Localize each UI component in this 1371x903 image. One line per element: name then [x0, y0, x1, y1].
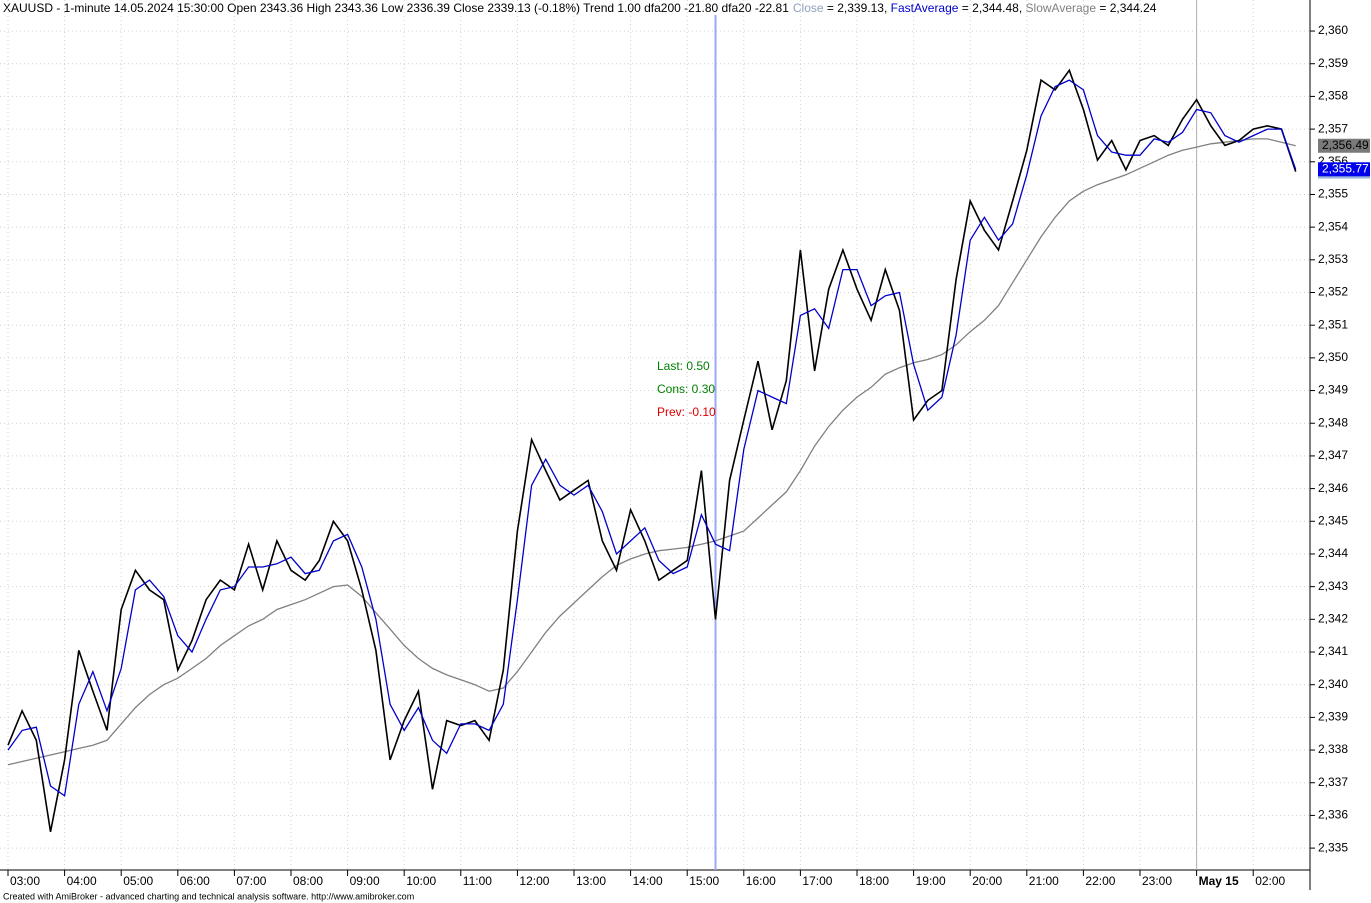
y-tick-label: 2,338 [1318, 742, 1348, 756]
x-tick-label: 16:00 [746, 874, 776, 888]
x-tick-label: 10:00 [406, 874, 436, 888]
series-line [7, 79, 1297, 797]
y-tick-label: 2,335 [1318, 840, 1348, 854]
y-tick-label: 2,341 [1318, 644, 1348, 658]
y-tick-label: 2,360 [1318, 23, 1348, 37]
x-tick-label: 11:00 [463, 874, 492, 888]
y-tick-label: 2,339 [1318, 710, 1348, 724]
x-tick-label: 07:00 [236, 874, 266, 888]
x-tick-label: 13:00 [576, 874, 606, 888]
y-tick-label: 2,345 [1318, 513, 1348, 527]
annotation: Cons: 0.30 [657, 382, 715, 396]
x-tick-label: 14:00 [633, 874, 663, 888]
y-tick-label: 2,340 [1318, 677, 1348, 691]
x-tick-label: 09:00 [350, 874, 380, 888]
y-tick-label: 2,336 [1318, 808, 1348, 822]
footer: Created with AmiBroker - advanced charti… [3, 891, 414, 901]
y-tick-label: 2,354 [1318, 219, 1348, 233]
y-tick-label: 2,352 [1318, 285, 1348, 299]
y-tick-label: 2,353 [1318, 252, 1348, 266]
y-tick-label: 2,344 [1318, 546, 1348, 560]
y-tick-label: 2,337 [1318, 775, 1348, 789]
y-tick-label: 2,347 [1318, 448, 1348, 462]
x-tick-label: 23:00 [1142, 874, 1172, 888]
y-tick-label: 2,342 [1318, 611, 1348, 625]
x-tick-label: 18:00 [859, 874, 889, 888]
x-tick-label: 05:00 [123, 874, 153, 888]
series-line [7, 68, 1297, 832]
y-tick-label: 2,346 [1318, 481, 1348, 495]
x-tick-label: 02:00 [1255, 874, 1285, 888]
series-line [7, 138, 1296, 766]
y-tick-label: 2,358 [1318, 89, 1348, 103]
last-value-box [1318, 162, 1370, 177]
x-tick-label: 20:00 [972, 874, 1002, 888]
title-text: XAUUSD - 1-minute 14.05.2024 15:30:00 Op… [3, 1, 789, 15]
y-tick-label: 2,357 [1318, 121, 1348, 135]
annotation: Last: 0.50 [657, 359, 710, 373]
x-tick-label: 08:00 [293, 874, 323, 888]
last-value-label: 2,356.49 [1322, 138, 1369, 152]
y-tick-label: 2,355 [1318, 187, 1348, 201]
legend-value: = 2,344.48, [958, 1, 1025, 15]
x-tick-label: 22:00 [1085, 874, 1115, 888]
x-tick-label: 19:00 [916, 874, 946, 888]
legend-name: Close [793, 1, 824, 15]
legend-value: = 2,344.24 [1096, 1, 1157, 15]
x-tick-label: 21:00 [1029, 874, 1059, 888]
legend-name: FastAverage [891, 1, 959, 15]
legend-name: SlowAverage [1026, 1, 1097, 15]
y-tick-label: 2,351 [1318, 317, 1348, 331]
y-tick-label: 2,349 [1318, 383, 1348, 397]
y-tick-label: 2,350 [1318, 350, 1348, 364]
x-tick-label: 04:00 [67, 874, 97, 888]
y-tick-label: 2,359 [1318, 56, 1348, 70]
y-tick-label: 2,348 [1318, 415, 1348, 429]
x-tick-label: 03:00 [10, 874, 40, 888]
x-tick-label: 06:00 [180, 874, 210, 888]
annotation: Prev: -0.10 [657, 405, 716, 419]
x-tick-label: 15:00 [689, 874, 719, 888]
y-tick-label: 2,343 [1318, 579, 1348, 593]
x-tick-label: 17:00 [802, 874, 832, 888]
x-tick-label: May 15 [1199, 874, 1239, 888]
last-value-label: 2,355.77 [1322, 161, 1369, 175]
last-value-box [1318, 138, 1370, 153]
x-tick-label: 12:00 [519, 874, 549, 888]
chart-title: XAUUSD - 1-minute 14.05.2024 15:30:00 Op… [3, 1, 1157, 15]
